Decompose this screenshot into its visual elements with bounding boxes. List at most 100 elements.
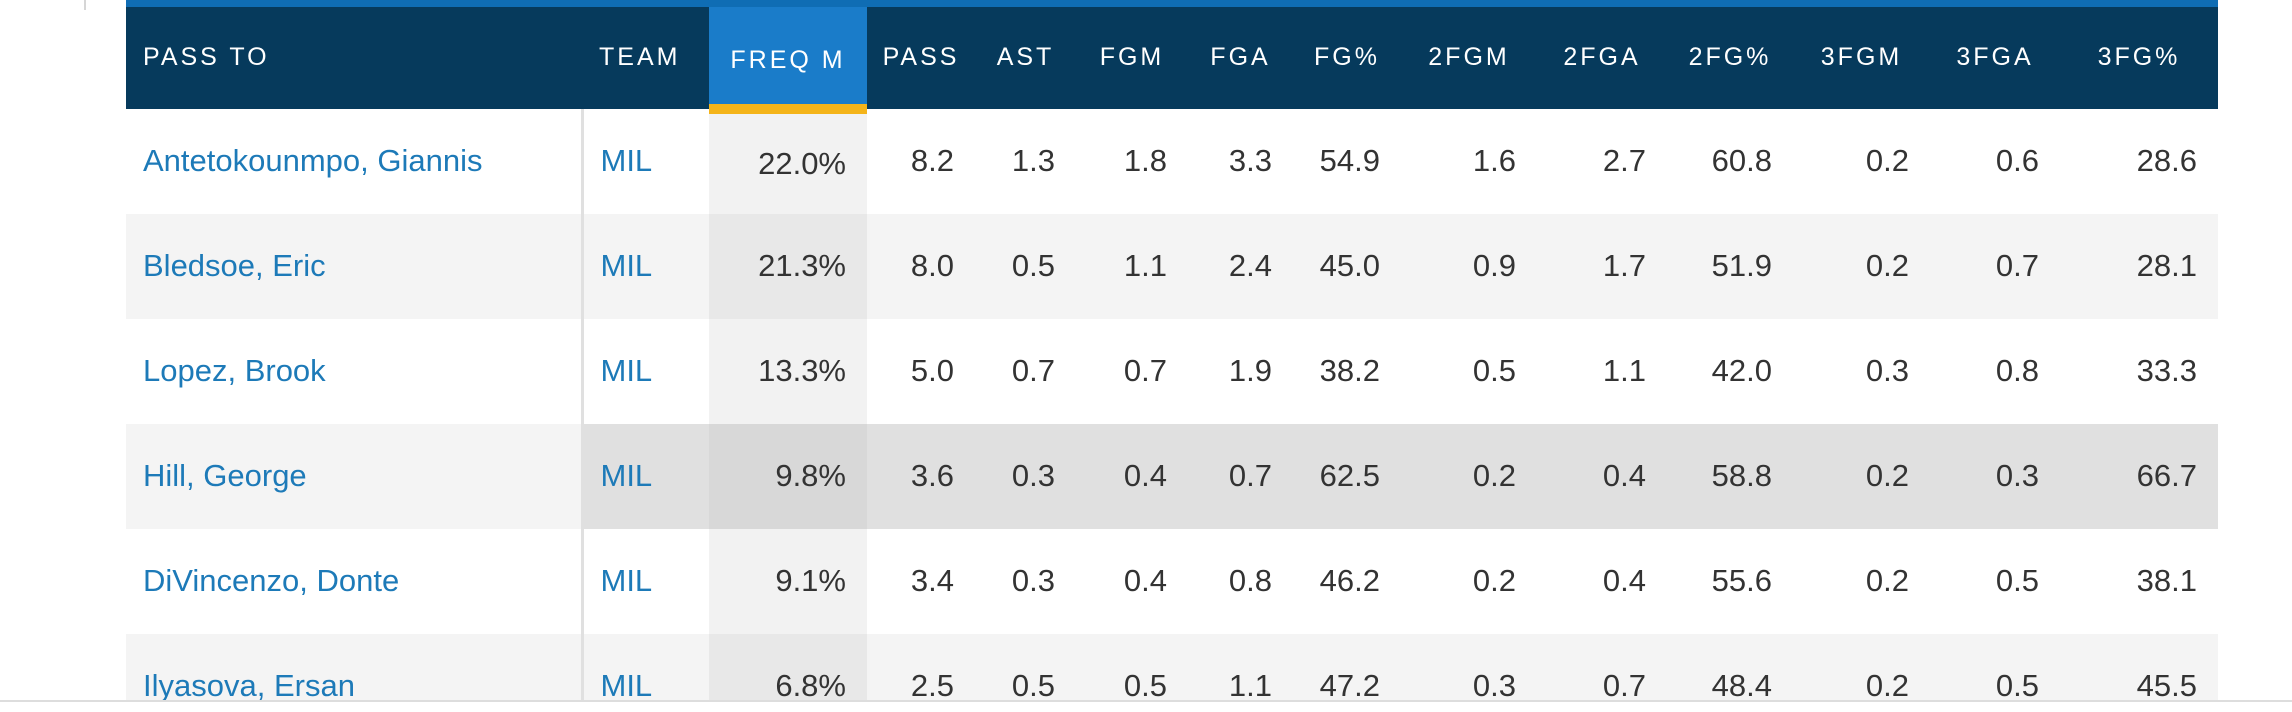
cell-fg-pct: 45.0 <box>1293 213 1401 319</box>
column-header-freq-sorted[interactable]: FREQ M <box>709 0 867 114</box>
cell-2fgm: 1.6 <box>1472 143 1516 178</box>
column-header-2fga[interactable]: 2FGA <box>1537 0 1667 109</box>
column-header-3fg-pct[interactable]: 3FG% <box>2060 0 2218 109</box>
cell-team: MIL <box>580 213 709 319</box>
cell-2fgm: 0.2 <box>1401 423 1537 529</box>
player-link[interactable]: Antetokounmpo, Giannis <box>143 143 483 178</box>
cell-pass: 2.5 <box>867 633 975 700</box>
cell-ast: 1.3 <box>1011 143 1055 178</box>
cell-fgm: 0.4 <box>1123 563 1167 598</box>
cell-3fgm: 0.2 <box>1793 633 1930 700</box>
cell-fga: 0.8 <box>1228 563 1272 598</box>
pass-to-stats-table: PASS TO TEAM FREQ M PASS AST FGM FGA FG%… <box>126 0 2218 700</box>
cell-2fg-pct: 55.6 <box>1711 563 1772 598</box>
page-bottom-divider <box>0 700 2292 712</box>
cell-3fgm: 0.2 <box>1865 143 1909 178</box>
player-link[interactable]: Ilyasova, Ersan <box>143 668 355 700</box>
cell-2fgm: 0.2 <box>1472 563 1516 598</box>
cell-2fgm: 0.9 <box>1401 213 1537 319</box>
cell-fgm: 1.1 <box>1076 213 1188 319</box>
cell-pass: 3.4 <box>910 563 954 598</box>
cell-fgm: 0.4 <box>1076 423 1188 529</box>
cell-fg-pct: 54.9 <box>1319 143 1380 178</box>
team-link[interactable]: MIL <box>600 353 653 388</box>
cell-player: DiVincenzo, Donte <box>126 529 582 634</box>
cell-fga: 3.3 <box>1228 143 1272 178</box>
cell-ast: 0.5 <box>975 633 1076 700</box>
cell-ast: 0.5 <box>975 213 1076 319</box>
cell-fga: 2.4 <box>1188 213 1293 319</box>
cell-2fg-pct: 51.9 <box>1667 213 1793 319</box>
team-link[interactable]: MIL <box>600 143 653 178</box>
column-header-pass-to[interactable]: PASS TO <box>126 0 582 109</box>
team-link[interactable]: MIL <box>600 668 653 700</box>
cell-fg-pct: 46.2 <box>1319 563 1380 598</box>
cell-pass: 5.0 <box>910 353 954 388</box>
cell-3fg-pct: 28.6 <box>2136 143 2197 178</box>
player-link[interactable]: DiVincenzo, Donte <box>143 563 400 598</box>
pass-to-table-wrapper: PASS TO TEAM FREQ M PASS AST FGM FGA FG%… <box>126 0 2218 700</box>
cell-2fga: 0.4 <box>1537 423 1667 529</box>
cell-2fga: 1.1 <box>1602 353 1646 388</box>
cell-2fga: 2.7 <box>1602 143 1646 178</box>
column-header-3fgm[interactable]: 3FGM <box>1793 0 1930 109</box>
cell-freq: 9.8% <box>709 423 867 529</box>
cell-3fg-pct: 28.1 <box>2060 213 2218 319</box>
cell-3fga: 0.3 <box>1930 423 2060 529</box>
cell-3fga: 0.5 <box>1930 633 2060 700</box>
cell-3fga: 0.6 <box>1995 143 2039 178</box>
team-link[interactable]: MIL <box>600 458 653 493</box>
cell-team: MIL <box>580 318 709 424</box>
cell-fga: 1.9 <box>1228 353 1272 388</box>
column-header-pass[interactable]: PASS <box>867 0 975 109</box>
cell-2fg-pct: 48.4 <box>1667 633 1793 700</box>
column-header-fga[interactable]: FGA <box>1188 0 1293 109</box>
table-row: Bledsoe, Eric MIL 21.3% 8.0 0.5 1.1 2.4 … <box>126 213 2218 319</box>
cell-3fgm: 0.2 <box>1865 563 1909 598</box>
column-header-2fg-pct[interactable]: 2FG% <box>1667 0 1793 109</box>
cell-player: Ilyasova, Ersan <box>126 633 582 700</box>
cell-player: Bledsoe, Eric <box>126 213 582 319</box>
column-header-ast[interactable]: AST <box>975 0 1076 109</box>
cell-3fgm: 0.3 <box>1865 353 1909 388</box>
table-row: DiVincenzo, Donte MIL 9.1% 3.4 0.3 0.4 0… <box>126 528 2218 634</box>
table-row: Antetokounmpo, Giannis MIL 22.0% 8.2 1.3… <box>126 108 2218 214</box>
column-header-fgm[interactable]: FGM <box>1076 0 1188 109</box>
cell-freq: 6.8% <box>709 633 867 700</box>
cell-3fg-pct: 45.5 <box>2060 633 2218 700</box>
cell-ast: 0.3 <box>975 423 1076 529</box>
cell-2fgm: 0.5 <box>1472 353 1516 388</box>
column-header-fg-pct[interactable]: FG% <box>1293 0 1401 109</box>
column-header-2fgm[interactable]: 2FGM <box>1401 0 1537 109</box>
player-link[interactable]: Hill, George <box>143 458 307 493</box>
player-link[interactable]: Bledsoe, Eric <box>143 248 326 283</box>
cell-fg-pct: 62.5 <box>1293 423 1401 529</box>
cell-3fg-pct: 38.1 <box>2136 563 2197 598</box>
cell-3fgm: 0.2 <box>1793 423 1930 529</box>
cell-player: Antetokounmpo, Giannis <box>126 109 582 214</box>
player-link[interactable]: Lopez, Brook <box>143 353 326 388</box>
cell-fgm: 0.5 <box>1076 633 1188 700</box>
column-header-3fga[interactable]: 3FGA <box>1930 0 2060 109</box>
column-header-team[interactable]: TEAM <box>582 0 709 109</box>
table-row-hovered: Hill, George MIL 9.8% 3.6 0.3 0.4 0.7 62… <box>126 423 2218 529</box>
cell-3fga: 0.5 <box>1995 563 2039 598</box>
team-link[interactable]: MIL <box>600 563 653 598</box>
cell-3fg-pct: 33.3 <box>2136 353 2197 388</box>
table-row: Lopez, Brook MIL 13.3% 5.0 0.7 0.7 1.9 3… <box>126 318 2218 424</box>
table-header-row: PASS TO TEAM FREQ M PASS AST FGM FGA FG%… <box>126 0 2218 114</box>
cell-fgm: 0.7 <box>1123 353 1167 388</box>
cell-2fga: 0.4 <box>1602 563 1646 598</box>
cell-freq: 9.1% <box>709 528 867 634</box>
cell-freq: 21.3% <box>709 213 867 319</box>
cell-3fga: 0.8 <box>1995 353 2039 388</box>
cell-fg-pct: 47.2 <box>1293 633 1401 700</box>
cell-team: MIL <box>580 108 709 214</box>
cell-pass: 8.2 <box>910 143 954 178</box>
cell-pass: 8.0 <box>867 213 975 319</box>
team-link[interactable]: MIL <box>600 248 653 283</box>
cell-2fgm: 0.3 <box>1401 633 1537 700</box>
cell-2fg-pct: 42.0 <box>1711 353 1772 388</box>
page-edge-left <box>84 0 86 10</box>
cell-2fga: 0.7 <box>1537 633 1667 700</box>
